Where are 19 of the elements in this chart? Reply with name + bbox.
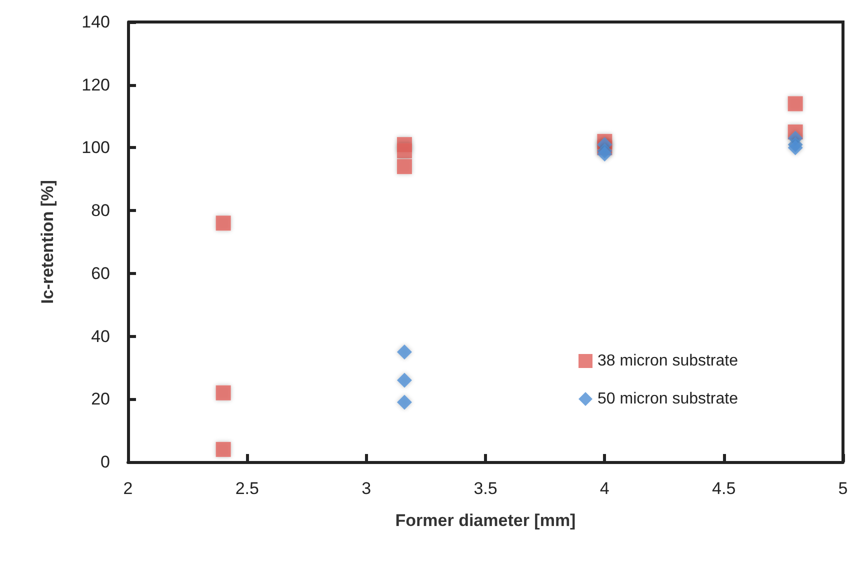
y-tick-label: 140 [82,12,110,32]
x-tick-label: 3.5 [474,479,498,498]
x-tick-label: 4.5 [712,479,736,498]
y-tick-label: 100 [82,138,110,158]
y-axis-title: Ic-retention [%] [38,180,57,304]
y-tick-label: 0 [100,452,110,472]
y-tick-label: 80 [91,201,110,220]
x-tick-label: 3 [362,479,372,498]
y-tick-label: 40 [91,326,110,346]
y-tick-label: 20 [91,390,110,409]
x-axis-title: Former diameter [mm] [395,511,576,530]
y-tick-label: 120 [82,75,110,94]
x-tick-label: 4 [600,479,610,498]
x-tick-label: 2.5 [235,479,259,498]
legend-label: 50 micron substrate [597,390,738,408]
y-tick-label: 60 [91,264,110,283]
legend-label: 38 micron substrate [597,352,738,370]
x-tick-label: 5 [838,479,848,498]
x-tick-label: 2 [123,479,133,498]
